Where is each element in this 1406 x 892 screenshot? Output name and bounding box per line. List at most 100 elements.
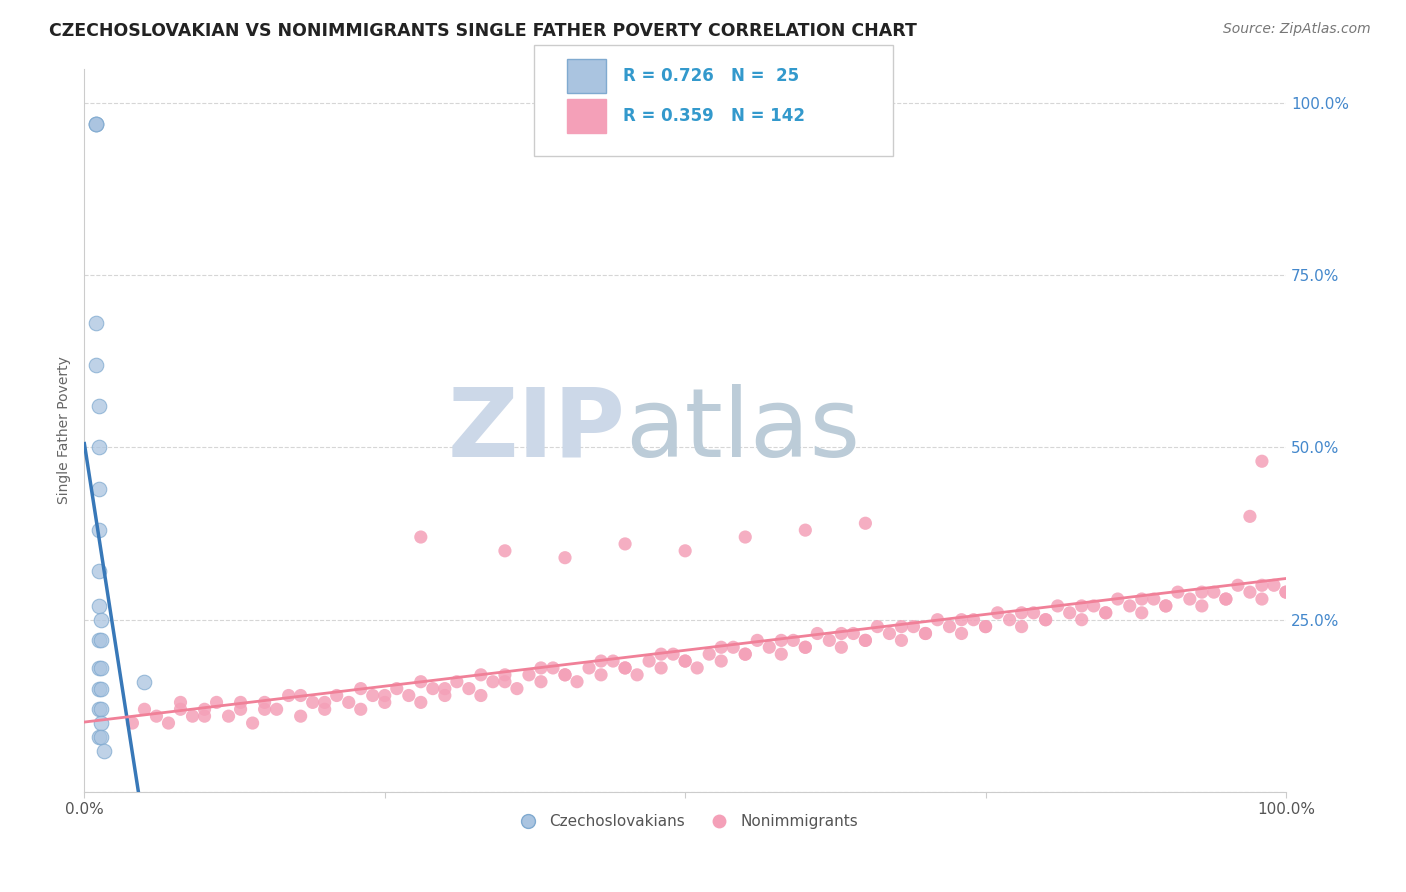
Point [1202, 585, 1225, 599]
Point [1251, 592, 1274, 607]
Point [806, 626, 828, 640]
Point [974, 619, 997, 633]
Point [734, 647, 756, 661]
Point [1094, 606, 1116, 620]
Point [229, 702, 252, 716]
Point [90, 633, 112, 648]
Point [277, 689, 299, 703]
Point [266, 702, 288, 716]
Point [422, 681, 444, 696]
Point [855, 633, 877, 648]
Point [987, 606, 1010, 620]
Point [734, 530, 756, 544]
Point [589, 654, 612, 668]
Point [314, 695, 336, 709]
Point [325, 689, 347, 703]
Point [879, 626, 901, 640]
Point [794, 640, 817, 655]
Point [602, 654, 624, 668]
Point [830, 640, 852, 655]
Point [90, 613, 112, 627]
Point [1130, 606, 1153, 620]
Point [90, 716, 112, 731]
Point [855, 516, 877, 531]
Point [93, 744, 115, 758]
Point [650, 661, 672, 675]
Point [87, 523, 110, 537]
Point [650, 647, 672, 661]
Point [1275, 585, 1298, 599]
Text: Source: ZipAtlas.com: Source: ZipAtlas.com [1223, 22, 1371, 37]
Point [554, 550, 576, 565]
Point [770, 647, 793, 661]
Point [517, 668, 540, 682]
Point [662, 647, 685, 661]
Point [87, 661, 110, 675]
Point [409, 695, 432, 709]
Point [794, 523, 817, 537]
Point [1035, 613, 1057, 627]
Point [87, 702, 110, 716]
Point [205, 695, 228, 709]
Point [87, 441, 110, 455]
Point [87, 482, 110, 496]
Point [90, 730, 112, 744]
Point [614, 537, 637, 551]
Point [565, 674, 588, 689]
Point [409, 530, 432, 544]
Point [541, 661, 564, 675]
Point [433, 681, 456, 696]
Point [1094, 606, 1116, 620]
Point [673, 654, 696, 668]
Point [242, 716, 264, 731]
Point [1251, 454, 1274, 468]
Legend: Czechoslovakians, Nonimmigrants: Czechoslovakians, Nonimmigrants [506, 808, 863, 835]
Point [494, 544, 516, 558]
Point [914, 626, 936, 640]
Point [169, 702, 191, 716]
Point [350, 681, 373, 696]
Point [121, 716, 143, 731]
Point [638, 654, 661, 668]
Point [830, 626, 852, 640]
Point [950, 613, 973, 627]
Point [782, 633, 804, 648]
Point [950, 626, 973, 640]
Point [938, 619, 960, 633]
Point [673, 544, 696, 558]
Text: CZECHOSLOVAKIAN VS NONIMMIGRANTS SINGLE FATHER POVERTY CORRELATION CHART: CZECHOSLOVAKIAN VS NONIMMIGRANTS SINGLE … [49, 22, 917, 40]
Point [86, 317, 108, 331]
Point [855, 633, 877, 648]
Point [1011, 619, 1033, 633]
Y-axis label: Single Father Poverty: Single Father Poverty [58, 356, 72, 504]
Point [903, 619, 925, 633]
Point [290, 709, 312, 723]
Point [1191, 585, 1213, 599]
Point [589, 668, 612, 682]
Point [1130, 592, 1153, 607]
Point [1239, 585, 1261, 599]
Point [86, 117, 108, 131]
Point [770, 633, 793, 648]
Text: ZIP: ZIP [447, 384, 626, 476]
Point [301, 695, 323, 709]
Point [457, 681, 479, 696]
Point [914, 626, 936, 640]
Point [890, 633, 912, 648]
Point [193, 702, 215, 716]
Point [890, 619, 912, 633]
Point [482, 674, 505, 689]
Point [253, 695, 276, 709]
Point [374, 689, 396, 703]
Point [290, 689, 312, 703]
Point [90, 702, 112, 716]
Point [253, 702, 276, 716]
Point [385, 681, 408, 696]
Point [87, 399, 110, 413]
Point [927, 613, 949, 627]
Point [758, 640, 780, 655]
Point [470, 689, 492, 703]
Point [134, 702, 156, 716]
Point [1215, 592, 1237, 607]
Point [723, 640, 745, 655]
